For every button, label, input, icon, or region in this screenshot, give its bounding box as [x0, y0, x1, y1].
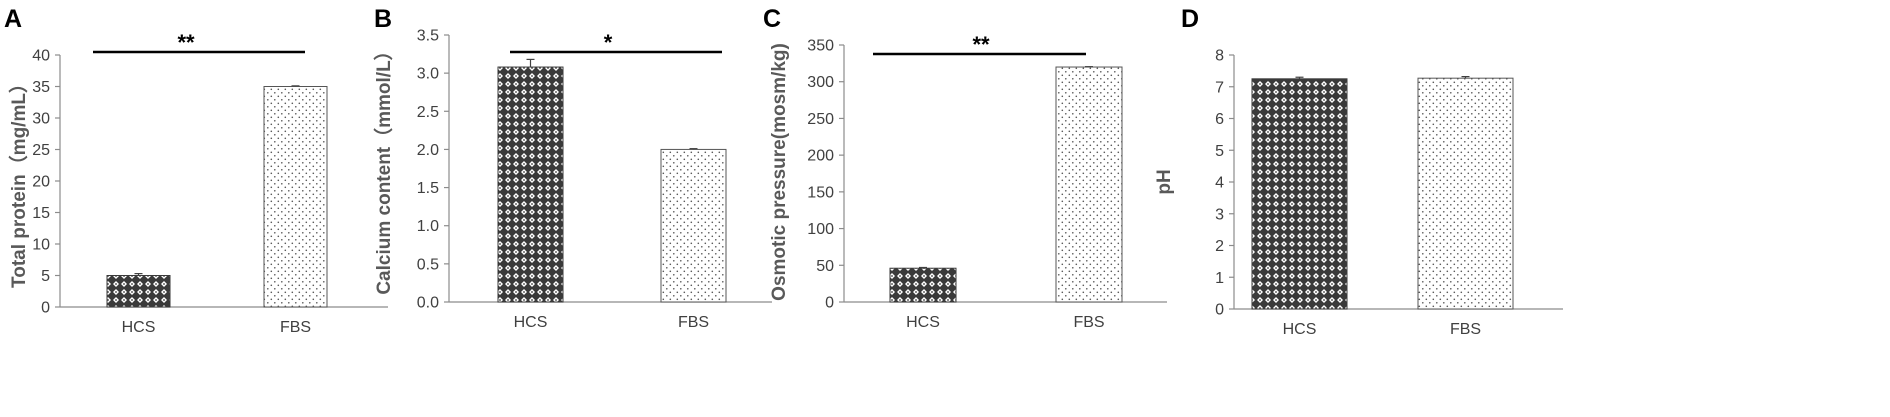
- y-tick-label: 50: [816, 258, 834, 275]
- y-tick-label: 250: [807, 111, 834, 128]
- y-tick-label: 0.5: [417, 256, 439, 273]
- chart-panel-b: B Calcium content（mmol/L） 0.0 0.5 1.0 1.5 2.0 2…: [372, 5, 772, 331]
- bar-hcs: [106, 275, 171, 308]
- significance-marker: **: [177, 30, 195, 55]
- y-tick-label: 3: [1215, 206, 1224, 223]
- category-label-fbs: FBS: [1073, 314, 1104, 331]
- y-tick-label: 35: [32, 79, 50, 96]
- y-tick-label: 150: [807, 184, 834, 201]
- category-label-hcs: HCS: [514, 314, 548, 331]
- y-tick-label: 1.0: [417, 218, 439, 235]
- bar-hcs: [497, 66, 564, 303]
- y-tick-label: 10: [32, 237, 50, 254]
- y-tick-label: 7: [1215, 79, 1224, 96]
- y-tick-label: 5: [1215, 143, 1224, 160]
- bar-hcs: [1251, 78, 1348, 310]
- category-label-hcs: HCS: [122, 319, 156, 336]
- y-tick-label: 0: [41, 300, 50, 317]
- panel-letter: B: [374, 5, 392, 33]
- significance-marker: **: [972, 32, 990, 57]
- y-tick-label: 8: [1215, 48, 1224, 65]
- bar-fbs: [1055, 66, 1123, 303]
- y-tick-label: 0.0: [417, 295, 439, 312]
- bar-fbs: [1417, 77, 1514, 310]
- chart-panel-d: DpH 0 1 2 3 4 5 6 7 8 HCS FBS: [1154, 5, 1563, 338]
- y-axis-label: Total protein（mg/mL）: [7, 74, 30, 288]
- y-tick-label: 0: [825, 295, 834, 312]
- y-tick-label: 3.5: [417, 28, 439, 45]
- y-tick-label: 100: [807, 221, 834, 238]
- bar-fbs: [660, 148, 727, 303]
- y-tick-label: 15: [32, 205, 50, 222]
- y-axis-label: Calcium content（mmol/L）: [372, 41, 395, 294]
- y-tick-label: 1.5: [417, 180, 439, 197]
- y-axis-label: pH: [1154, 169, 1175, 194]
- chart-panel-c: C Osmotic pressure(mosm/kg) 0 50 100 150 200 25…: [763, 5, 1167, 331]
- category-label-fbs: FBS: [678, 314, 709, 331]
- panel-letter: A: [4, 5, 22, 33]
- y-tick-label: 2: [1215, 238, 1224, 255]
- significance-marker: *: [604, 30, 613, 55]
- panel-letter: D: [1181, 5, 1199, 33]
- y-tick-label: 20: [32, 174, 50, 191]
- bar-fbs: [263, 86, 328, 308]
- y-tick-label: 200: [807, 148, 834, 165]
- y-tick-label: 2.5: [417, 104, 439, 121]
- y-tick-label: 30: [32, 111, 50, 128]
- y-tick-label: 25: [32, 142, 50, 159]
- y-tick-label: 350: [807, 38, 834, 55]
- y-tick-label: 1: [1215, 270, 1224, 287]
- y-axis-label: Osmotic pressure(mosm/kg): [769, 43, 790, 301]
- y-tick-label: 3.0: [417, 66, 439, 83]
- y-tick-label: 300: [807, 74, 834, 91]
- category-label-hcs: HCS: [906, 314, 940, 331]
- y-tick-label: 0: [1215, 302, 1224, 319]
- y-tick-label: 2.0: [417, 142, 439, 159]
- category-label-hcs: HCS: [1283, 321, 1317, 338]
- y-tick-label: 5: [41, 268, 50, 285]
- bar-hcs: [889, 267, 957, 303]
- category-label-fbs: FBS: [1450, 321, 1481, 338]
- y-tick-label: 4: [1215, 175, 1224, 192]
- panel-letter: C: [763, 5, 781, 33]
- category-label-fbs: FBS: [280, 319, 311, 336]
- y-tick-label: 6: [1215, 111, 1224, 128]
- chart-panel-a: A Total protein（mg/mL） 0 5 10 15 20 25 30 35 40 HCS…: [4, 5, 388, 336]
- y-tick-label: 40: [32, 48, 50, 65]
